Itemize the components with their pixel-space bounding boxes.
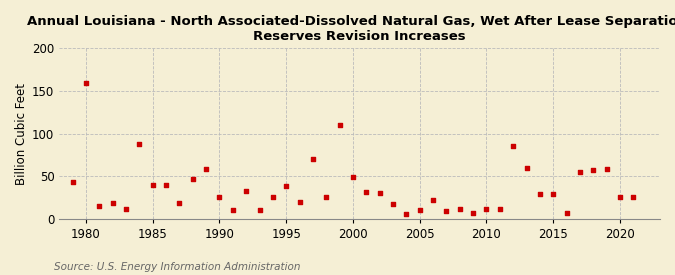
Point <box>254 208 265 212</box>
Point <box>561 211 572 215</box>
Point <box>134 142 144 146</box>
Point <box>161 182 171 187</box>
Point <box>200 167 211 172</box>
Point <box>468 211 479 215</box>
Point <box>281 184 292 189</box>
Point <box>601 167 612 172</box>
Point <box>227 208 238 212</box>
Point <box>481 207 492 211</box>
Point <box>494 207 505 211</box>
Point <box>414 208 425 212</box>
Point <box>441 209 452 213</box>
Point <box>308 157 319 161</box>
Point <box>348 175 358 179</box>
Point <box>121 207 132 211</box>
Point <box>68 180 78 184</box>
Title: Annual Louisiana - North Associated-Dissolved Natural Gas, Wet After Lease Separ: Annual Louisiana - North Associated-Diss… <box>27 15 675 43</box>
Point <box>107 201 118 206</box>
Point <box>241 188 252 193</box>
Point <box>174 200 185 205</box>
Point <box>267 195 278 200</box>
Point <box>214 195 225 200</box>
Point <box>401 211 412 216</box>
Point <box>294 199 305 204</box>
Point <box>321 195 331 200</box>
Point <box>374 191 385 195</box>
Point <box>574 170 585 174</box>
Point <box>428 198 439 202</box>
Point <box>147 182 158 187</box>
Y-axis label: Billion Cubic Feet: Billion Cubic Feet <box>15 82 28 185</box>
Point <box>361 190 372 194</box>
Point <box>387 202 398 207</box>
Point <box>454 207 465 211</box>
Point <box>521 166 532 171</box>
Point <box>628 195 639 200</box>
Point <box>548 192 559 196</box>
Point <box>188 177 198 181</box>
Point <box>508 144 518 148</box>
Point <box>588 168 599 172</box>
Point <box>94 204 105 208</box>
Point <box>334 123 345 127</box>
Point <box>614 195 625 200</box>
Text: Source: U.S. Energy Information Administration: Source: U.S. Energy Information Administ… <box>54 262 300 272</box>
Point <box>535 192 545 196</box>
Point <box>80 81 91 86</box>
